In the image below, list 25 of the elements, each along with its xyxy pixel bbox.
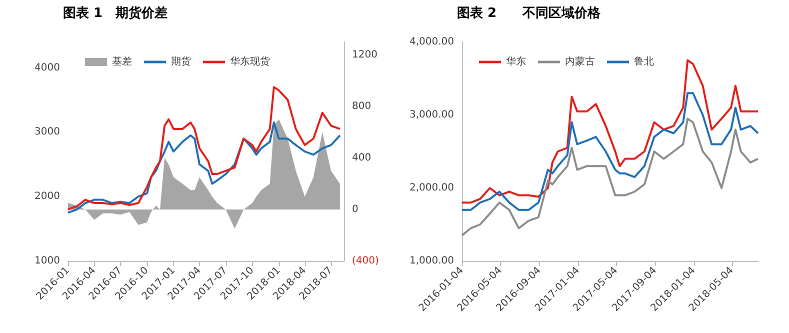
y-tick-label: 2,000.00	[409, 182, 454, 194]
y-tick-label: 3,000.00	[409, 110, 454, 120]
y2-tick-label: (400)	[352, 256, 379, 266]
y2-tick-label: 1200	[352, 49, 378, 60]
legend-label: 华东现货	[230, 56, 270, 68]
legend-label: 华东	[506, 56, 526, 68]
y2-tick-label: 400	[352, 152, 372, 164]
line-series	[461, 92, 759, 211]
y-tick-label: 1,000.00	[409, 256, 454, 266]
line-series	[67, 86, 341, 210]
y2-tick-label: 800	[352, 100, 372, 112]
y-tick-label: 3000	[34, 126, 60, 138]
chart-title: 图表 1 期货价差	[63, 5, 168, 21]
line-series	[461, 118, 759, 236]
legend-label: 内蒙古	[565, 56, 595, 68]
chart-title: 图表 2 不同区域价格	[457, 6, 602, 21]
y-tick-label: 4000	[34, 62, 60, 74]
legend-label: 鲁北	[634, 56, 654, 68]
legend-label: 期货	[171, 56, 191, 68]
y-tick-label: 2000	[34, 191, 60, 202]
y-tick-label: 4,000.00	[409, 36, 454, 48]
line-series	[67, 122, 341, 214]
legend-label: 基差	[112, 56, 132, 68]
y2-tick-label: 0	[352, 204, 358, 215]
y-tick-label: 1000	[34, 256, 60, 266]
